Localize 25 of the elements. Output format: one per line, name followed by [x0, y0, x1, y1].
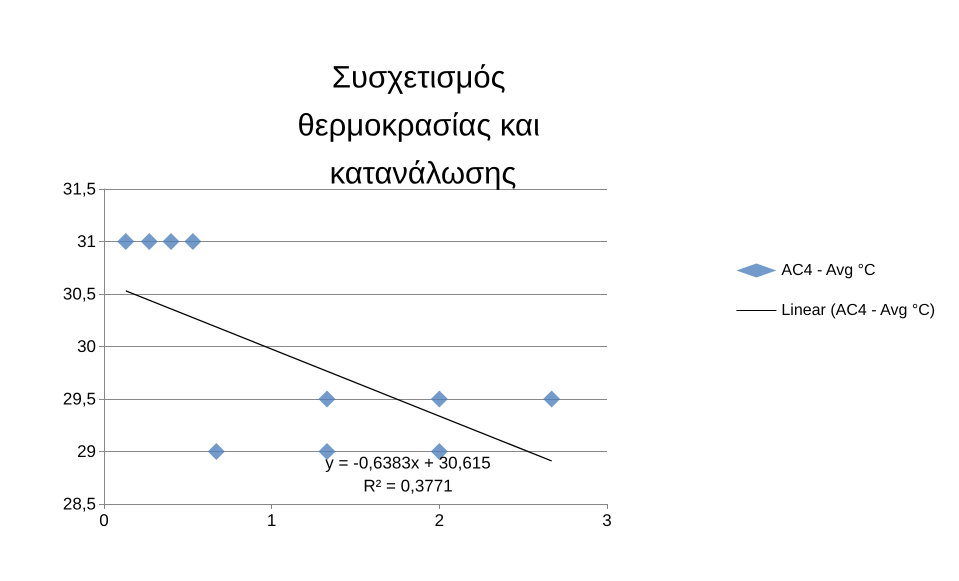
- x-tick-label: 2: [434, 511, 444, 530]
- point: [318, 443, 336, 460]
- x-tick-label: 1: [266, 511, 276, 530]
- chart-title: Συσχετισμός θερμοκρασίας και κατανάλωσης: [298, 60, 548, 190]
- y-tick-label: 30,5: [62, 284, 96, 304]
- y-tick-label: 29,5: [62, 390, 96, 408]
- y-tick-label: 31,5: [62, 180, 96, 198]
- point: [543, 390, 560, 408]
- y-tick-label: 28,5: [62, 494, 96, 514]
- point: [184, 233, 202, 250]
- point: [208, 443, 225, 460]
- legend-label: Linear (AC4 - Avg °C): [781, 302, 936, 319]
- annotation: R² = 0,3771: [363, 476, 453, 496]
- y-tick-label: 30: [77, 337, 96, 356]
- point: [430, 390, 448, 408]
- x-tick-label: 3: [602, 511, 612, 530]
- y-tick-label: 29: [77, 442, 96, 461]
- x-tick-label: 0: [99, 511, 109, 530]
- y-tick-label: 31: [77, 232, 96, 251]
- annotation: y = -0,6383x + 30,615: [325, 454, 491, 472]
- point: [318, 390, 336, 408]
- point: [140, 233, 158, 250]
- point: [117, 233, 134, 250]
- legend-label: AC4 - Avg °C: [781, 262, 876, 279]
- point: [162, 233, 180, 250]
